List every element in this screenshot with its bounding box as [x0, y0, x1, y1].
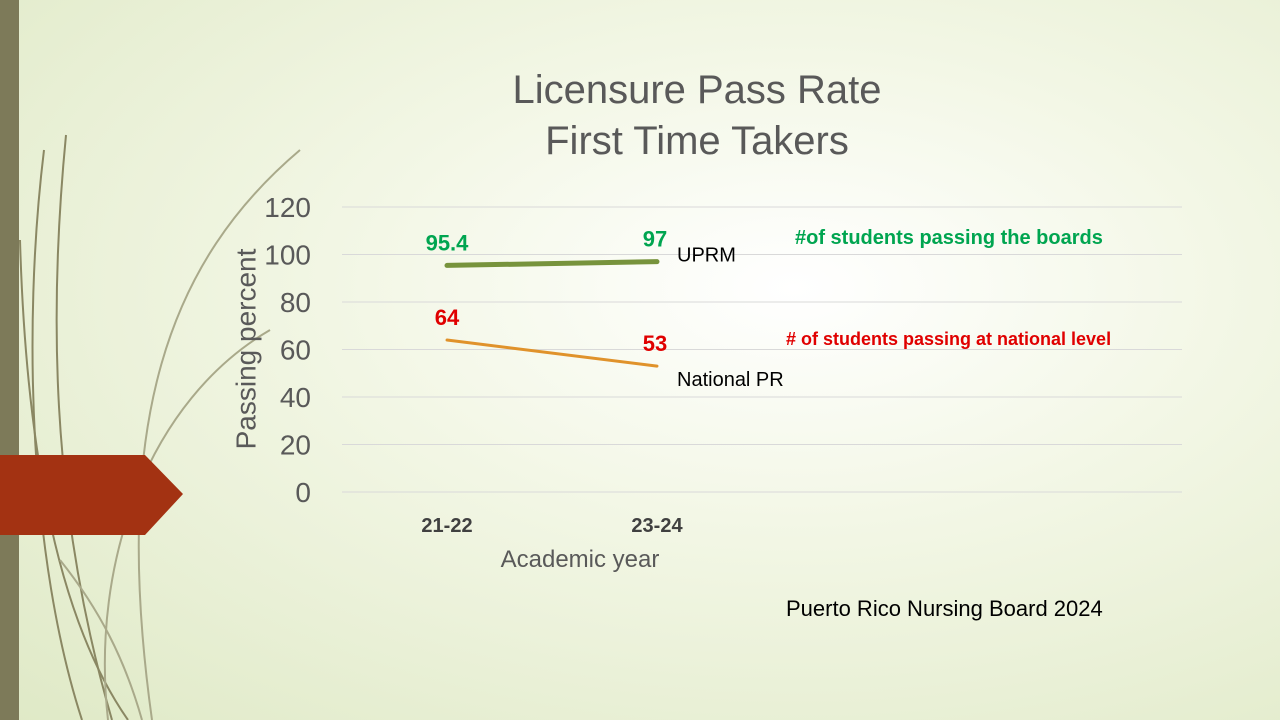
- data-label: 97: [643, 227, 667, 252]
- chart-title-line1: Licensure Pass Rate: [512, 68, 882, 112]
- y-tick-label: 120: [264, 192, 311, 223]
- national-annotation: # of students passing at national level: [786, 329, 1112, 349]
- series-line-1: [445, 338, 659, 368]
- x-axis-label: Academic year: [501, 546, 660, 573]
- y-tick-label: 100: [264, 240, 311, 271]
- gridlines: [342, 206, 1182, 493]
- y-tick-label: 0: [295, 477, 311, 508]
- series-name-label: National PR: [677, 369, 784, 391]
- y-tick-label: 60: [280, 335, 311, 366]
- arrow-accent-shape: [0, 455, 183, 535]
- y-tick-label: 20: [280, 430, 311, 461]
- series-name-label: UPRM: [677, 245, 736, 267]
- series-name-labels: UPRM National PR: [677, 245, 784, 392]
- x-tick-label: 21-22: [421, 515, 472, 537]
- y-tick-label: 80: [280, 287, 311, 318]
- x-tick-label: 23-24: [631, 515, 683, 537]
- data-labels: 95.4 97 64 53: [426, 227, 668, 357]
- left-accent-bar: [0, 0, 19, 720]
- y-axis-label: Passing percent: [230, 248, 261, 449]
- x-axis-ticks: 21-22 23-24: [421, 515, 683, 537]
- y-axis-ticks: 0 20 40 60 80 100 120: [264, 192, 311, 508]
- y-tick-label: 40: [280, 382, 311, 413]
- series-lines: [444, 259, 660, 368]
- uprm-annotation: #of students passing the boards: [795, 227, 1103, 249]
- data-label: 95.4: [426, 230, 470, 255]
- data-label: 53: [643, 331, 667, 356]
- chart-title-line2: First Time Takers: [545, 119, 849, 163]
- source-note: Puerto Rico Nursing Board 2024: [786, 596, 1103, 621]
- series-line-0: [444, 259, 660, 268]
- data-label: 64: [435, 305, 460, 330]
